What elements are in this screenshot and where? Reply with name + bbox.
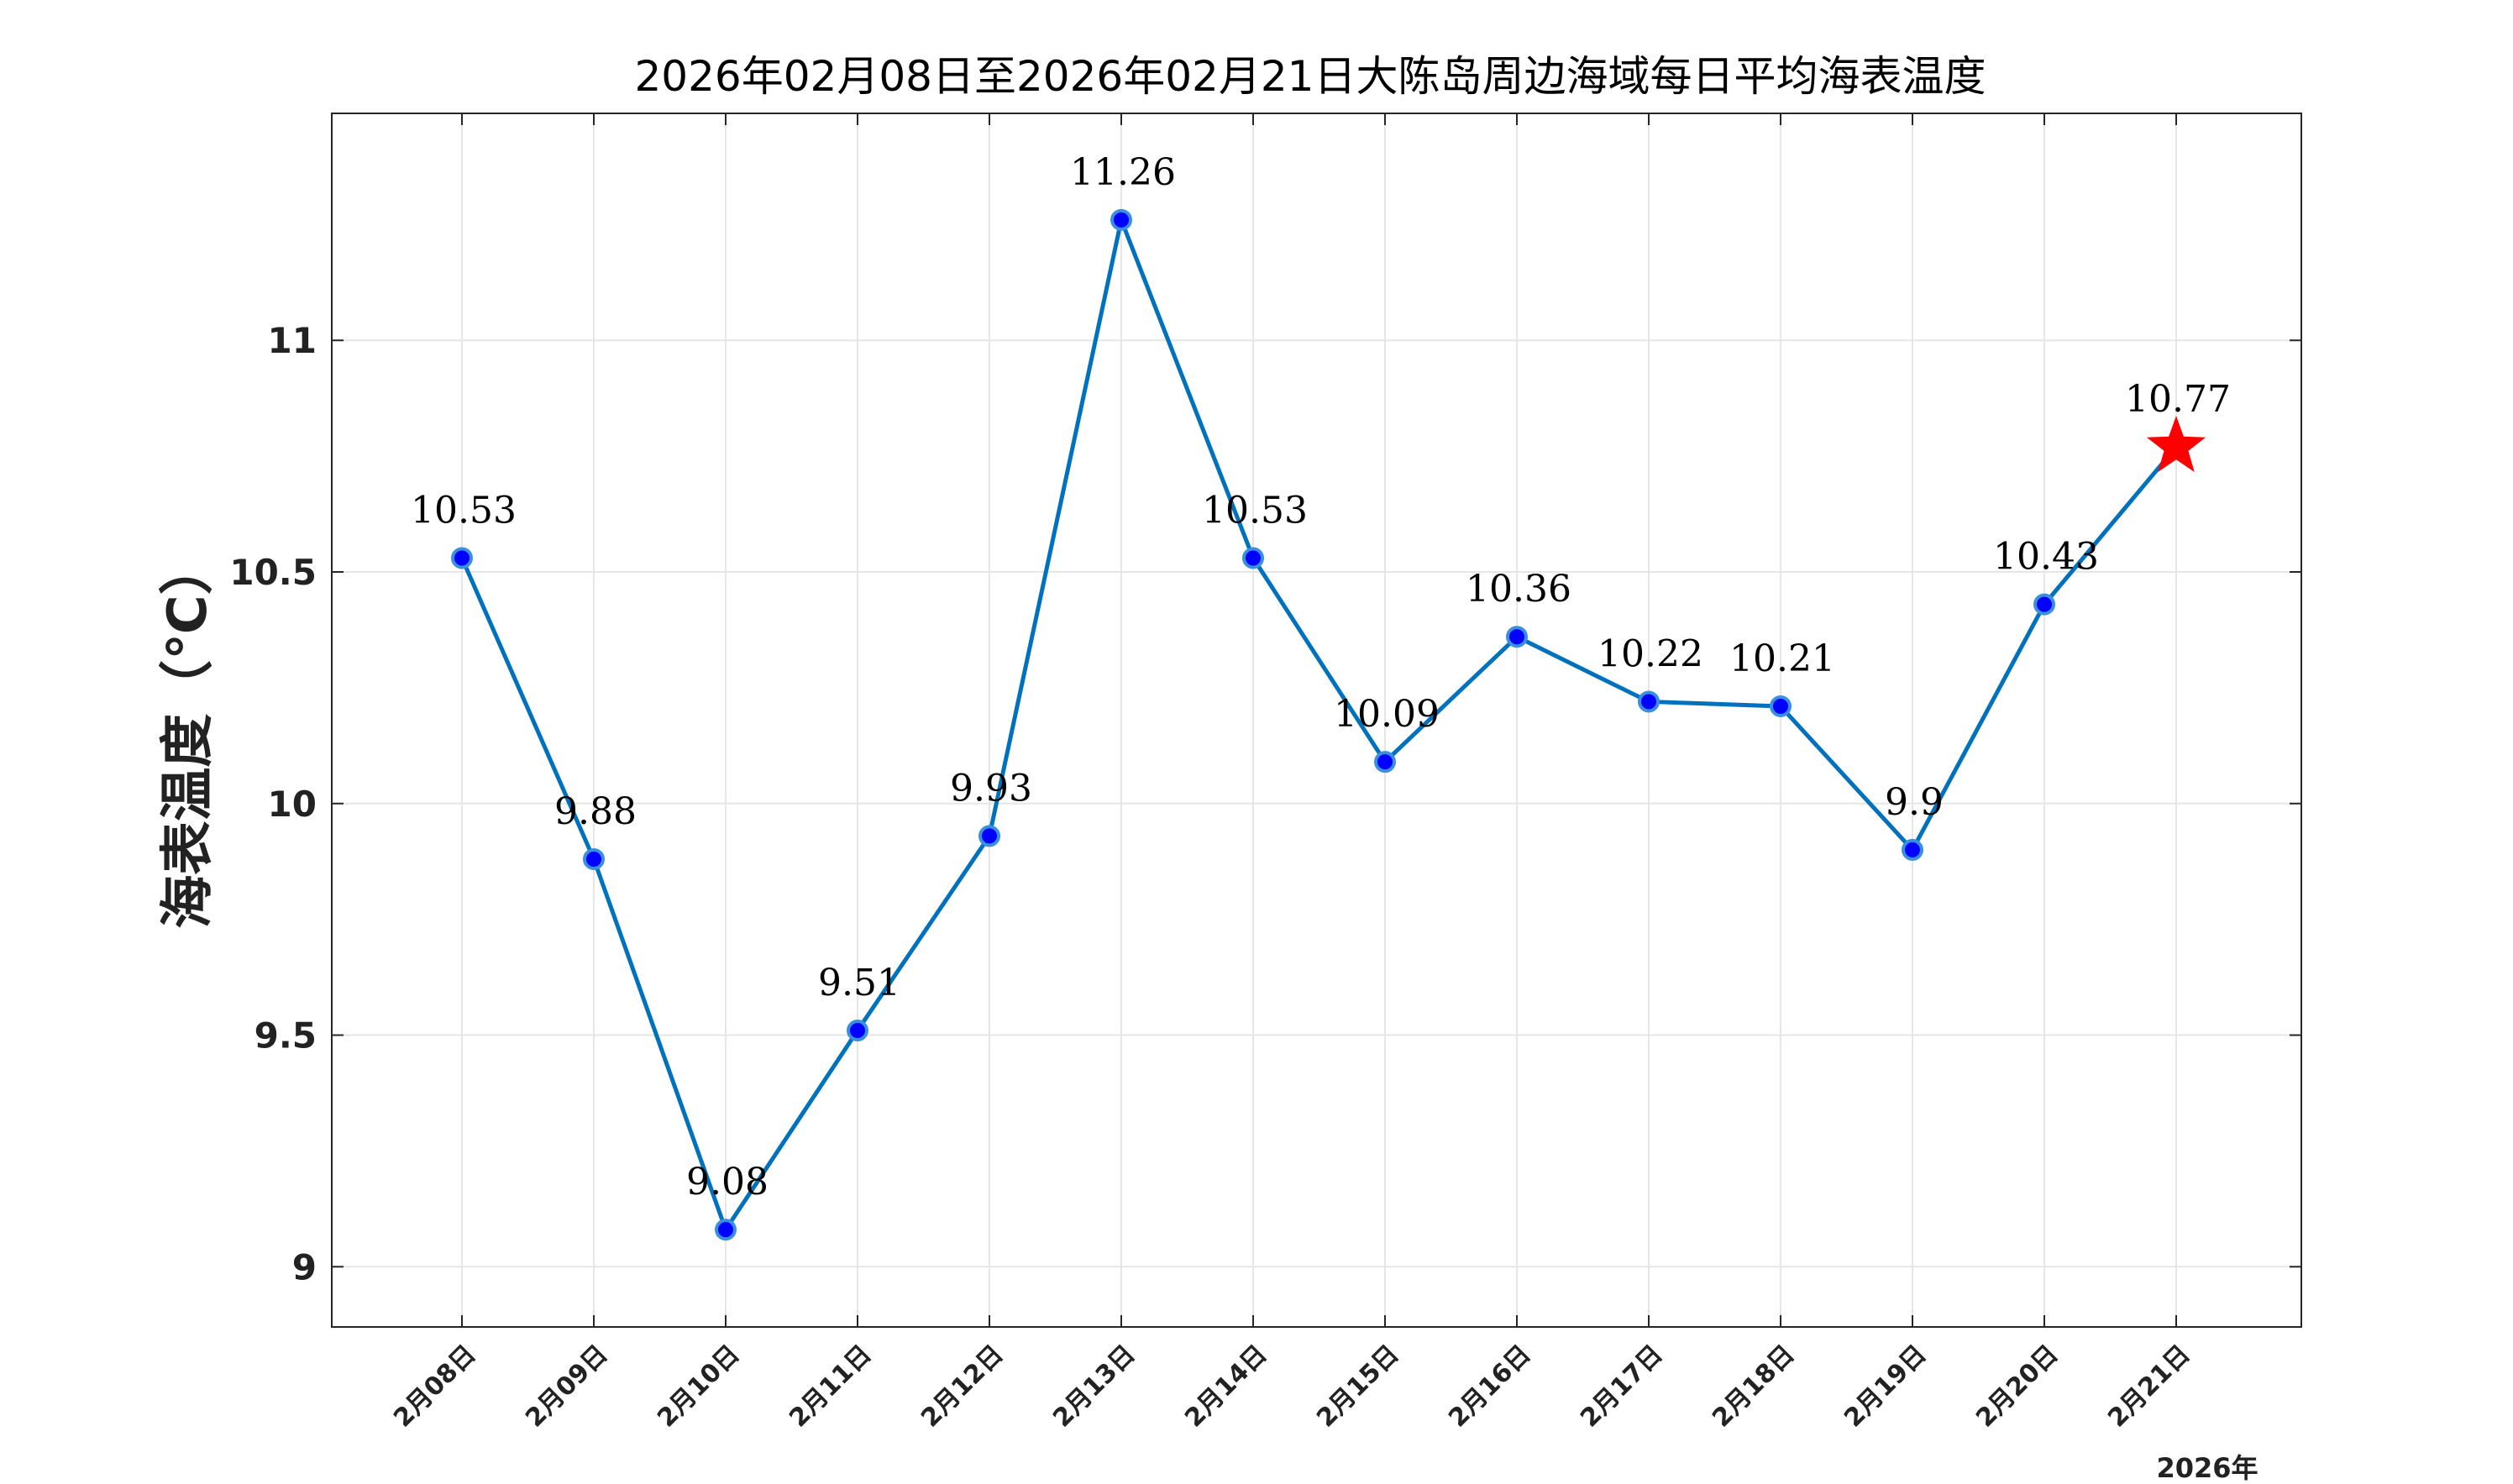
data-label: 10.43 xyxy=(1993,536,2099,579)
data-point xyxy=(978,825,1000,847)
x-axis-year-label: 2026年 xyxy=(2156,1452,2258,1484)
y-axis-tick-labels: 9 9.5 10 10.5 11 xyxy=(229,320,317,1287)
data-point xyxy=(1902,838,1923,861)
data-point xyxy=(583,847,605,870)
data-label: 9.08 xyxy=(686,1161,769,1203)
data-label: 10.21 xyxy=(1729,637,1835,680)
data-label: 11.26 xyxy=(1070,151,1176,194)
data-point xyxy=(847,1020,868,1042)
axis-ticks xyxy=(332,113,2301,1327)
data-point xyxy=(1374,751,1396,773)
data-label: 9.9 xyxy=(1885,781,1944,824)
data-point xyxy=(1506,626,1528,648)
y-tick-label: 10.5 xyxy=(229,552,317,593)
series-line xyxy=(459,218,2178,1232)
chart-title: 2026年02月08日至2026年02月21日大陈岛周边海域每日平均海表温度 xyxy=(635,52,1986,101)
y-tick-label: 9.5 xyxy=(254,1015,317,1057)
data-point-star xyxy=(2146,416,2206,472)
data-label: 10.77 xyxy=(2125,378,2231,421)
data-point xyxy=(1242,547,1264,569)
data-label: 10.09 xyxy=(1334,693,1440,736)
data-labels: 10.53 9.88 9.08 9.51 9.93 11.26 10.53 10.09 10.3… xyxy=(411,151,2231,1203)
y-tick-label: 9 xyxy=(292,1246,317,1287)
data-point xyxy=(1770,695,1792,717)
data-label: 9.93 xyxy=(950,767,1032,810)
grid-lines xyxy=(332,113,2301,1327)
data-point xyxy=(1110,208,1132,231)
plot-area-frame xyxy=(331,113,2302,1328)
y-axis-label: 海表温度（℃） xyxy=(157,541,219,929)
y-tick-label: 10 xyxy=(268,784,317,825)
data-point xyxy=(715,1219,737,1241)
data-label: 10.53 xyxy=(1202,489,1308,532)
data-point xyxy=(2033,593,2055,616)
data-label: 9.51 xyxy=(818,962,900,1004)
data-label: 10.36 xyxy=(1466,568,1571,611)
y-tick-label: 11 xyxy=(268,320,317,361)
data-label: 10.53 xyxy=(411,489,517,532)
data-label: 9.88 xyxy=(554,790,637,833)
data-point xyxy=(1638,690,1660,713)
series-layer xyxy=(451,208,2206,1241)
data-label: 10.22 xyxy=(1598,632,1703,675)
data-point xyxy=(451,547,473,569)
